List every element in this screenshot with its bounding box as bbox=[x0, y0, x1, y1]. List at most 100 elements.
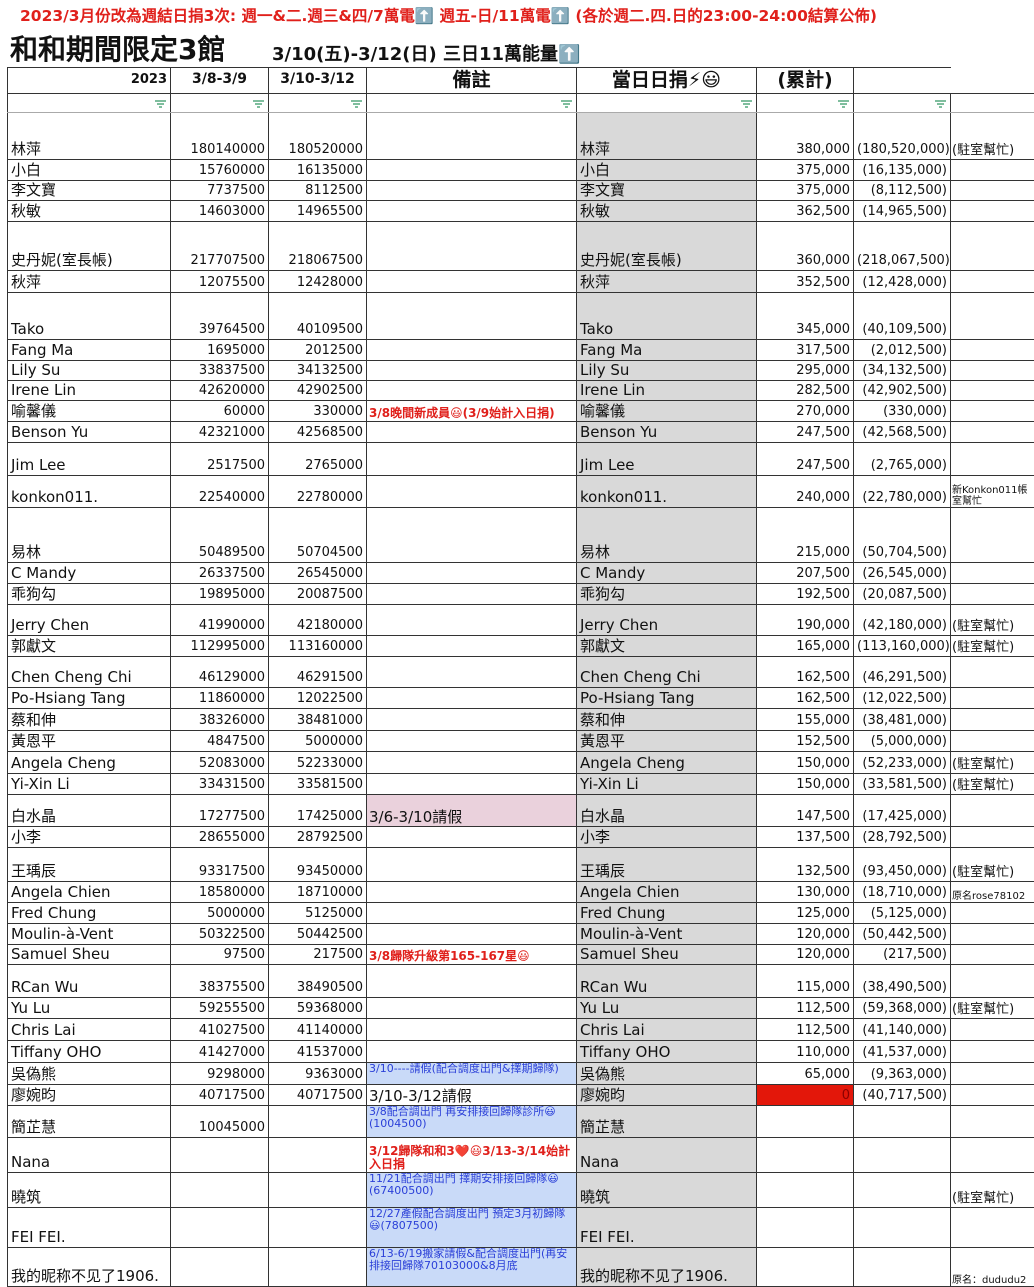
curr-total-cell: 50704500 bbox=[269, 507, 367, 562]
daily-donation-cell: 137,500 bbox=[757, 826, 854, 847]
filter-icon[interactable] bbox=[561, 100, 572, 108]
remark-cell bbox=[951, 794, 1034, 826]
cumulative-cell: (40,717,500) bbox=[854, 1084, 951, 1105]
filter-icon[interactable] bbox=[253, 100, 264, 108]
remark-cell: (駐室幫忙) bbox=[951, 635, 1034, 656]
note-cell bbox=[367, 200, 577, 221]
name-cell: 黃恩平 bbox=[8, 730, 171, 751]
note-cell bbox=[367, 583, 577, 604]
daily-donation-cell: 65,000 bbox=[757, 1062, 854, 1084]
filter-icon[interactable] bbox=[155, 100, 166, 108]
prev-total-cell bbox=[171, 1247, 269, 1286]
cumulative-cell: (41,537,000) bbox=[854, 1040, 951, 1062]
filter-icon[interactable] bbox=[838, 100, 849, 108]
curr-total-cell: 113160000 bbox=[269, 635, 367, 656]
filter-cell bbox=[951, 94, 1034, 113]
remark-cell bbox=[951, 562, 1034, 583]
cumulative-cell: (26,545,000) bbox=[854, 562, 951, 583]
cumulative-cell: (218,067,500) bbox=[854, 221, 951, 270]
daily-donation-cell: 115,000 bbox=[757, 964, 854, 997]
name-cell: 廖婉昀 bbox=[8, 1084, 171, 1105]
note-cell: 6/13-6/19搬家請假&配合調度出門(再安排接回歸隊70103000&8月底 bbox=[367, 1247, 577, 1286]
prev-total-cell: 41427000 bbox=[171, 1040, 269, 1062]
prev-total-cell: 38326000 bbox=[171, 708, 269, 730]
note-cell bbox=[367, 997, 577, 1018]
remark-cell bbox=[951, 200, 1034, 221]
remark-cell: (駐室幫忙) bbox=[951, 751, 1034, 773]
prev-total-cell: 60000 bbox=[171, 400, 269, 421]
daily-donation-cell: 282,500 bbox=[757, 380, 854, 400]
name-copy-cell: 喻馨儀 bbox=[577, 400, 757, 421]
daily-donation-cell: 132,500 bbox=[757, 847, 854, 881]
name-cell: Chris Lai bbox=[8, 1018, 171, 1040]
name-cell: C Mandy bbox=[8, 562, 171, 583]
name-copy-cell: C Mandy bbox=[577, 562, 757, 583]
prev-total-cell bbox=[171, 1172, 269, 1207]
note-cell bbox=[367, 773, 577, 794]
name-copy-cell: 蔡和伸 bbox=[577, 708, 757, 730]
curr-total-cell: 180520000 bbox=[269, 112, 367, 159]
name-copy-cell: konkon011. bbox=[577, 475, 757, 507]
name-copy-cell: 曉筑 bbox=[577, 1172, 757, 1207]
name-copy-cell: 黃恩平 bbox=[577, 730, 757, 751]
name-copy-cell: 易林 bbox=[577, 507, 757, 562]
name-copy-cell: Po-Hsiang Tang bbox=[577, 687, 757, 708]
cumulative-cell: (180,520,000) bbox=[854, 112, 951, 159]
cumulative-cell bbox=[854, 1247, 951, 1286]
name-copy-cell: Tiffany OHO bbox=[577, 1040, 757, 1062]
name-cell: 小白 bbox=[8, 159, 171, 180]
curr-total-cell: 41537000 bbox=[269, 1040, 367, 1062]
prev-total-cell: 7737500 bbox=[171, 180, 269, 200]
note-cell bbox=[367, 180, 577, 200]
filter-icon[interactable] bbox=[351, 100, 362, 108]
header-cell bbox=[854, 68, 951, 94]
daily-donation-cell: 150,000 bbox=[757, 773, 854, 794]
cumulative-cell bbox=[854, 1207, 951, 1247]
note-cell: 3/8配合調出門 再安排接回歸隊診所😃(1004500) bbox=[367, 1105, 577, 1137]
filter-icon[interactable] bbox=[741, 100, 752, 108]
remark-cell bbox=[951, 1084, 1034, 1105]
note-cell bbox=[367, 730, 577, 751]
note-cell: 3/6-3/10請假 bbox=[367, 794, 577, 826]
name-cell: 小李 bbox=[8, 826, 171, 847]
remark-cell bbox=[951, 507, 1034, 562]
cumulative-cell: (52,233,000) bbox=[854, 751, 951, 773]
header-cell: 備註 bbox=[367, 68, 577, 94]
curr-total-cell bbox=[269, 1172, 367, 1207]
name-cell: Yu Lu bbox=[8, 997, 171, 1018]
daily-donation-cell: 345,000 bbox=[757, 292, 854, 339]
note-cell: 12/27產假配合調度出門 預定3月初歸隊😃(7807500) bbox=[367, 1207, 577, 1247]
daily-donation-cell: 352,500 bbox=[757, 270, 854, 292]
remark-cell bbox=[951, 380, 1034, 400]
cumulative-cell: (34,132,500) bbox=[854, 360, 951, 380]
prev-total-cell: 52083000 bbox=[171, 751, 269, 773]
note-cell bbox=[367, 562, 577, 583]
name-cell: 蔡和伸 bbox=[8, 708, 171, 730]
curr-total-cell bbox=[269, 1137, 367, 1172]
filter-icon[interactable] bbox=[935, 100, 946, 108]
prev-total-cell bbox=[171, 1207, 269, 1247]
cumulative-cell: (42,568,500) bbox=[854, 421, 951, 442]
remark-cell bbox=[951, 1105, 1034, 1137]
name-cell: Tako bbox=[8, 292, 171, 339]
cumulative-cell: (33,581,500) bbox=[854, 773, 951, 794]
cumulative-cell bbox=[854, 1172, 951, 1207]
name-cell: 王瑀辰 bbox=[8, 847, 171, 881]
prev-total-cell: 50489500 bbox=[171, 507, 269, 562]
curr-total-cell: 42568500 bbox=[269, 421, 367, 442]
remark-cell: (駐室幫忙) bbox=[951, 773, 1034, 794]
curr-total-cell: 42180000 bbox=[269, 604, 367, 635]
note-cell bbox=[367, 360, 577, 380]
